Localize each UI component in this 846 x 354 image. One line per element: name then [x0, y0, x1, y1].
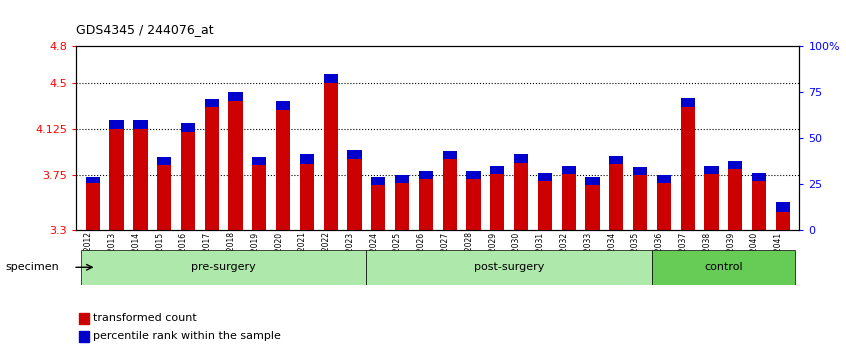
- Bar: [514, 162, 528, 230]
- Bar: [656, 183, 671, 230]
- Bar: [538, 181, 552, 230]
- Bar: [181, 123, 195, 132]
- Bar: [252, 157, 266, 165]
- Bar: [109, 129, 124, 230]
- Bar: [680, 107, 695, 230]
- Text: control: control: [704, 262, 743, 272]
- Bar: [514, 154, 528, 162]
- Text: percentile rank within the sample: percentile rank within the sample: [92, 331, 281, 341]
- Bar: [728, 161, 742, 169]
- Text: GDS4345 / 244076_at: GDS4345 / 244076_at: [76, 23, 214, 36]
- Bar: [585, 177, 600, 185]
- Bar: [348, 159, 361, 230]
- Bar: [205, 107, 219, 230]
- Bar: [419, 171, 433, 178]
- Bar: [366, 250, 652, 285]
- Bar: [752, 181, 766, 230]
- Bar: [85, 183, 100, 230]
- Bar: [371, 185, 386, 230]
- Bar: [348, 150, 361, 159]
- Bar: [490, 174, 504, 230]
- Bar: [79, 331, 89, 342]
- Text: pre-surgery: pre-surgery: [191, 262, 256, 272]
- Text: transformed count: transformed count: [92, 314, 196, 324]
- Bar: [776, 212, 790, 230]
- Bar: [205, 99, 219, 107]
- Text: post-surgery: post-surgery: [474, 262, 544, 272]
- Bar: [680, 98, 695, 107]
- Bar: [633, 167, 647, 175]
- Bar: [633, 175, 647, 230]
- Bar: [133, 120, 147, 129]
- Bar: [728, 169, 742, 230]
- Bar: [609, 164, 624, 230]
- Bar: [276, 110, 290, 230]
- Bar: [609, 156, 624, 164]
- Bar: [752, 173, 766, 181]
- Bar: [466, 171, 481, 178]
- Bar: [323, 83, 338, 230]
- Bar: [85, 177, 100, 183]
- Bar: [276, 101, 290, 110]
- Bar: [228, 92, 243, 101]
- Bar: [395, 176, 409, 183]
- Bar: [490, 166, 504, 174]
- Bar: [466, 178, 481, 230]
- Bar: [704, 174, 718, 230]
- Bar: [157, 165, 171, 230]
- Bar: [419, 178, 433, 230]
- Bar: [371, 177, 386, 185]
- Bar: [776, 202, 790, 212]
- Bar: [704, 166, 718, 174]
- Bar: [181, 132, 195, 230]
- Bar: [79, 313, 89, 324]
- Bar: [585, 185, 600, 230]
- Bar: [323, 74, 338, 83]
- Bar: [228, 101, 243, 230]
- Bar: [109, 120, 124, 129]
- Bar: [442, 151, 457, 159]
- Bar: [652, 250, 794, 285]
- Bar: [395, 183, 409, 230]
- Bar: [299, 154, 314, 164]
- Bar: [81, 250, 366, 285]
- Bar: [562, 166, 576, 174]
- Bar: [133, 129, 147, 230]
- Bar: [538, 173, 552, 181]
- Bar: [299, 164, 314, 230]
- Bar: [442, 159, 457, 230]
- Bar: [656, 176, 671, 183]
- Bar: [157, 157, 171, 165]
- Bar: [562, 174, 576, 230]
- Bar: [252, 165, 266, 230]
- Text: specimen: specimen: [5, 262, 59, 272]
